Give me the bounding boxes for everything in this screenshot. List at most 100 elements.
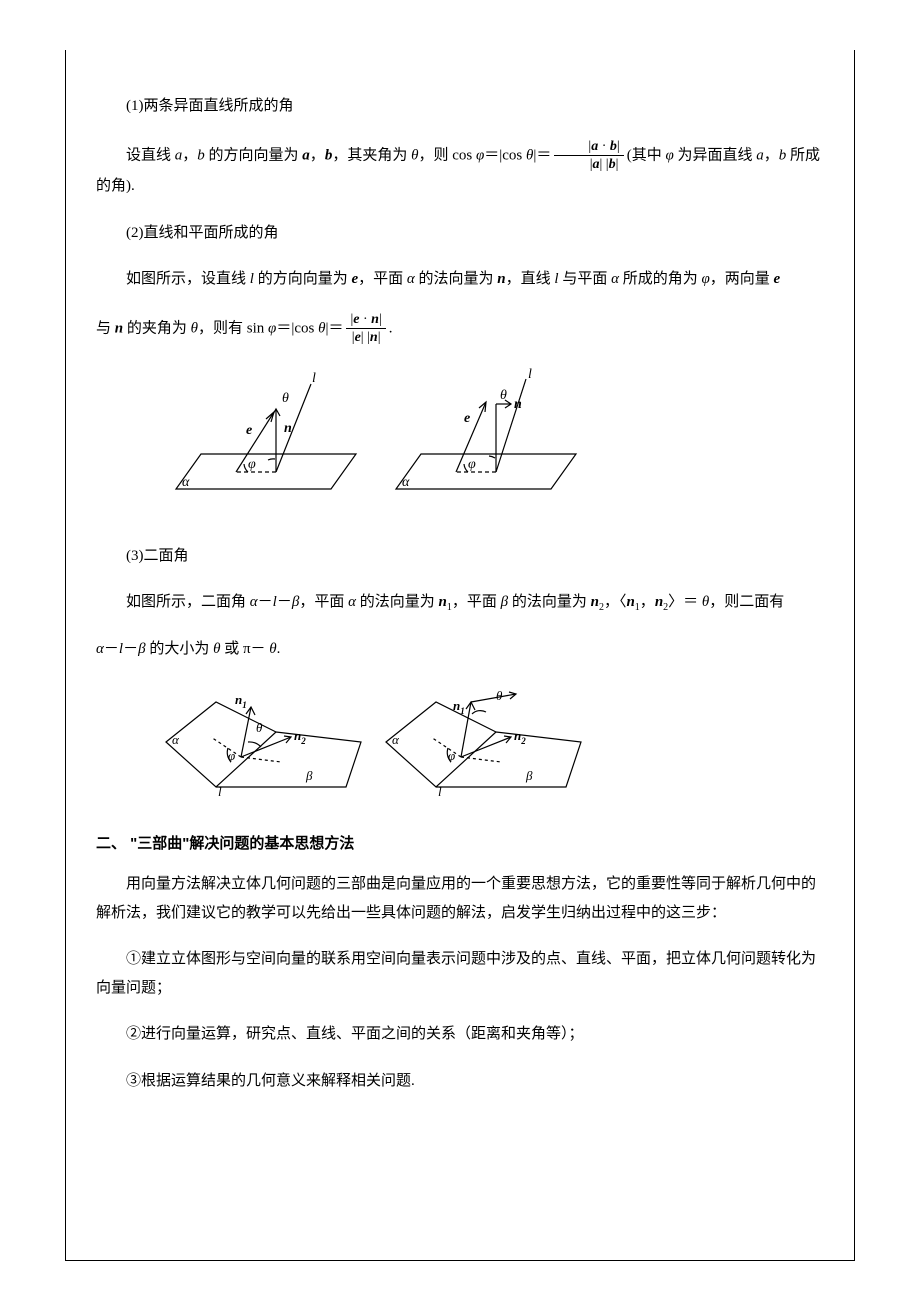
text: | [616, 157, 619, 172]
text: ＝|cos [484, 147, 526, 163]
sec1-heading: (1)两条异面直线所成的角 [96, 92, 824, 121]
sec3-body-line1: 如图所示，二面角 α－l－β，平面 α 的法向量为 n1，平面 β 的法向量为 … [96, 588, 824, 617]
vec-n: n [371, 312, 379, 327]
text: ，其夹角为 [332, 147, 411, 163]
label-phi: φ [248, 457, 256, 472]
text: 为异面直线 [674, 147, 757, 163]
sec2-heading: (2)直线和平面所成的角 [96, 219, 824, 248]
sec1-body: 设直线 a，b 的方向向量为 a，b，其夹角为 θ，则 cos φ＝|cos θ… [96, 139, 824, 201]
vec-e: e [774, 271, 781, 287]
sec3-body-line2: α－l－β 的大小为 θ 或 π－ θ. [96, 635, 824, 664]
label-n: n [514, 397, 522, 412]
part2-heading: 二、 "三部曲"解决问题的基本思想方法 [96, 830, 824, 859]
label-theta: θ [256, 720, 263, 735]
content-frame: (1)两条异面直线所成的角 设直线 a，b 的方向向量为 a，b，其夹角为 θ，… [65, 50, 855, 1261]
text: 的方向向量为 [205, 147, 303, 163]
text: ， [764, 147, 779, 163]
text: 的大小为 [146, 641, 214, 657]
var-alpha: α [611, 271, 619, 287]
text: |＝ [533, 147, 551, 163]
text: ，平面 [358, 271, 407, 287]
text: (其中 [627, 147, 666, 163]
vec-n: n [497, 271, 505, 287]
label-theta: θ [500, 388, 507, 403]
label-l: l [438, 784, 442, 799]
text: 设直线 [126, 147, 175, 163]
text: ，直线 [506, 271, 555, 287]
text: 所成的角为 [619, 271, 702, 287]
var-phi: φ [701, 271, 709, 287]
text: | | [600, 157, 609, 172]
text: 或 π－ [220, 641, 269, 657]
part2-p4: ③根据运算结果的几何意义来解释相关问题. [96, 1067, 824, 1096]
text: 的法向量为 [415, 271, 498, 287]
text: ，则 cos [418, 147, 476, 163]
label-n: n [284, 421, 292, 436]
diagram-line-plane-b: l θ e n φ α [376, 364, 586, 514]
text: － [104, 641, 119, 657]
var-theta: θ [269, 641, 276, 657]
label-l: l [218, 784, 222, 799]
diagram-dihedral-a: n1 n2 θ φ α β l [156, 682, 366, 802]
text: ，则有 sin [198, 320, 268, 336]
label-beta: β [525, 768, 533, 783]
figure-row-1: l θ e n φ α [156, 364, 824, 514]
text: ，平面 [452, 594, 501, 610]
text: 的夹角为 [123, 320, 191, 336]
label-phi: φ [468, 457, 476, 472]
vec-n2: n [655, 594, 663, 610]
text: | [378, 330, 381, 345]
text: 与 [96, 320, 115, 336]
label-e: e [464, 411, 470, 426]
label-l: l [528, 367, 532, 382]
text: 如图所示，二面角 [126, 594, 250, 610]
sec3-heading: (3)二面角 [96, 542, 824, 571]
sec2-body-line1: 如图所示，设直线 l 的方向向量为 e，平面 α 的法向量为 n，直线 l 与平… [96, 265, 824, 294]
text: 的法向量为 [508, 594, 591, 610]
vec-n2: n [591, 594, 599, 610]
text: － [277, 594, 292, 610]
vec-b: b [609, 157, 616, 172]
var-alpha: α [96, 641, 104, 657]
text: ， [640, 594, 655, 610]
var-beta: β [138, 641, 145, 657]
page: (1)两条异面直线所成的角 设直线 a，b 的方向向量为 a，b，其夹角为 θ，… [0, 0, 920, 1302]
label-beta: β [305, 768, 313, 783]
label-n1: n1 [235, 692, 247, 710]
vec-a: a [593, 157, 600, 172]
label-n2: n2 [514, 728, 526, 746]
label-phi: φ [228, 748, 235, 763]
label-n2: n2 [294, 728, 306, 746]
var-beta: β [501, 594, 508, 610]
label-theta: θ [496, 688, 503, 703]
text: ，平面 [299, 594, 348, 610]
text: . [277, 641, 281, 657]
var-phi: φ [665, 147, 673, 163]
text: · [360, 312, 372, 327]
label-alpha: α [402, 475, 410, 490]
var-a: a [756, 147, 764, 163]
text: 的法向量为 [356, 594, 439, 610]
vec-n: n [370, 330, 378, 345]
text: 〉＝ [668, 594, 702, 610]
text: | | [361, 330, 370, 345]
sec2-body-line2: 与 n 的夹角为 θ，则有 sin φ＝|cos θ|＝|e · n||e| |… [96, 312, 824, 346]
diagram-dihedral-b: n1 n2 θ φ α β l [376, 682, 586, 802]
text: ， [182, 147, 197, 163]
var-b: b [197, 147, 205, 163]
text: ＝|cos [276, 320, 318, 336]
var-alpha: α [250, 594, 258, 610]
text: · [598, 139, 610, 154]
fraction: |a · b||a| |b| [554, 139, 623, 173]
text: － [123, 641, 138, 657]
vec-n1: n [438, 594, 446, 610]
diagram-line-plane-a: l θ e n φ α [156, 364, 366, 514]
part2-p1: 用向量方法解决立体几何问题的三部曲是向量应用的一个重要思想方法，它的重要性等同于… [96, 870, 824, 927]
var-theta: θ [191, 320, 198, 336]
label-alpha: α [172, 732, 180, 747]
text: | [617, 139, 620, 154]
part2-p2: ①建立立体图形与空间向量的联系用空间向量表示问题中涉及的点、直线、平面，把立体几… [96, 945, 824, 1002]
vec-n1: n [626, 594, 634, 610]
figure-row-2: n1 n2 θ φ α β l [156, 682, 824, 802]
label-phi: φ [448, 748, 455, 763]
